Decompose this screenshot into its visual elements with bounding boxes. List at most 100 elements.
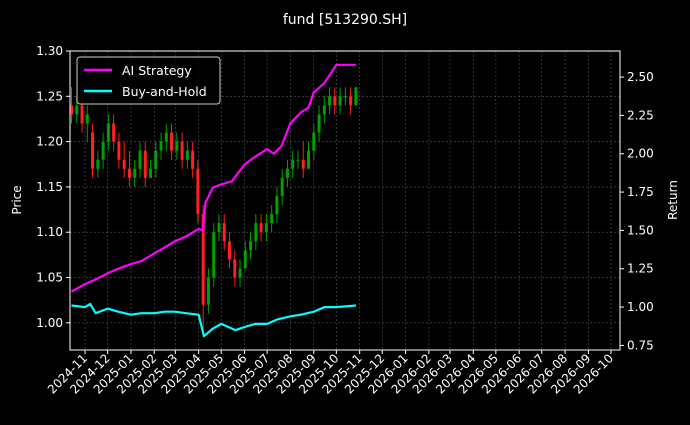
plot-frame bbox=[69, 50, 621, 351]
candle bbox=[259, 214, 263, 242]
candle-body bbox=[264, 223, 268, 233]
chart-title: fund [513290.SH] bbox=[283, 12, 407, 28]
candle bbox=[91, 123, 95, 178]
candle bbox=[354, 87, 358, 106]
candle-body bbox=[143, 150, 147, 178]
candle-body bbox=[154, 150, 158, 169]
candle-body bbox=[349, 96, 353, 106]
candle-body bbox=[343, 96, 347, 98]
candle-body bbox=[196, 168, 200, 215]
candle bbox=[70, 87, 74, 124]
candle bbox=[228, 232, 232, 269]
candle-body bbox=[164, 132, 168, 142]
candle-body bbox=[270, 214, 274, 224]
candle-body bbox=[338, 96, 342, 106]
candle bbox=[112, 114, 116, 151]
candle bbox=[185, 141, 189, 169]
candle-body bbox=[159, 141, 163, 151]
candle bbox=[85, 105, 89, 142]
candle-body bbox=[212, 232, 216, 278]
candle bbox=[101, 132, 105, 169]
candle bbox=[264, 214, 268, 242]
y2-tick-label: 0.75 bbox=[627, 338, 654, 352]
candle-body bbox=[80, 105, 84, 124]
candle bbox=[164, 123, 168, 151]
candle bbox=[122, 141, 126, 178]
candle-body bbox=[275, 195, 279, 215]
candle-body bbox=[354, 87, 358, 106]
candle-body bbox=[101, 141, 105, 160]
candle bbox=[328, 87, 332, 115]
candle bbox=[143, 141, 147, 187]
candle-body bbox=[222, 223, 226, 242]
candle-body bbox=[249, 241, 253, 251]
candle-body bbox=[96, 159, 100, 169]
y-axis-label: Price bbox=[10, 185, 24, 214]
candle bbox=[154, 141, 158, 178]
candle-body bbox=[328, 96, 332, 106]
candle-body bbox=[70, 105, 74, 115]
candle-body bbox=[206, 277, 210, 305]
candle bbox=[291, 150, 295, 178]
candle-body bbox=[106, 123, 110, 142]
candle bbox=[138, 141, 142, 178]
candle-body bbox=[307, 150, 311, 169]
legend: AI Strategy Buy-and-Hold bbox=[76, 56, 221, 105]
y-tick-label: 1.20 bbox=[36, 135, 63, 149]
y2-tick-label: 1.75 bbox=[627, 185, 654, 199]
y-tick-label: 1.30 bbox=[36, 44, 63, 58]
candle bbox=[317, 105, 321, 142]
candle bbox=[196, 159, 200, 224]
candle-body bbox=[312, 132, 316, 151]
candle-body bbox=[317, 114, 321, 133]
candle bbox=[280, 168, 284, 206]
candle bbox=[217, 214, 221, 242]
legend-label-buy-hold: Buy-and-Hold bbox=[122, 84, 207, 99]
candle-body bbox=[322, 105, 326, 115]
candle-body bbox=[122, 159, 126, 169]
series-line-buy-hold bbox=[71, 302, 356, 338]
candle-body bbox=[301, 159, 305, 169]
candle bbox=[338, 87, 342, 115]
candle bbox=[170, 123, 174, 160]
candle bbox=[191, 141, 195, 178]
candle-body bbox=[191, 150, 195, 169]
candle bbox=[206, 268, 210, 314]
candle bbox=[296, 150, 300, 169]
candle-body bbox=[117, 141, 121, 160]
candle bbox=[343, 87, 347, 106]
candle bbox=[333, 87, 337, 115]
y-tick-label: 1.15 bbox=[36, 180, 63, 194]
candle-body bbox=[175, 141, 179, 151]
candle-body bbox=[180, 141, 184, 160]
candle-body bbox=[85, 114, 89, 124]
candle bbox=[175, 132, 179, 160]
candle bbox=[312, 123, 316, 160]
candle-body bbox=[138, 150, 142, 169]
candle bbox=[106, 114, 110, 151]
y-tick-label: 1.05 bbox=[36, 271, 63, 285]
y-tick-label: 1.25 bbox=[36, 89, 63, 103]
candle-body bbox=[233, 259, 237, 278]
candle bbox=[222, 214, 226, 251]
candle bbox=[301, 141, 305, 178]
candle-body bbox=[112, 123, 116, 142]
series-line-strategy bbox=[70, 63, 356, 293]
candle-body bbox=[201, 214, 205, 305]
y2-tick-label: 2.00 bbox=[627, 147, 654, 161]
candle-body bbox=[259, 223, 263, 233]
candles bbox=[70, 87, 358, 332]
candle-body bbox=[217, 223, 221, 233]
candle-body bbox=[228, 241, 232, 260]
candle bbox=[238, 259, 242, 287]
candle-body bbox=[296, 159, 300, 161]
candle bbox=[270, 205, 274, 233]
y-tick-label: 1.00 bbox=[36, 316, 63, 330]
y2-tick-label: 1.25 bbox=[627, 262, 654, 276]
candle-body bbox=[133, 168, 137, 178]
candle bbox=[349, 87, 353, 115]
candle-body bbox=[238, 268, 242, 278]
candle-body bbox=[75, 105, 79, 115]
candle bbox=[133, 159, 137, 187]
